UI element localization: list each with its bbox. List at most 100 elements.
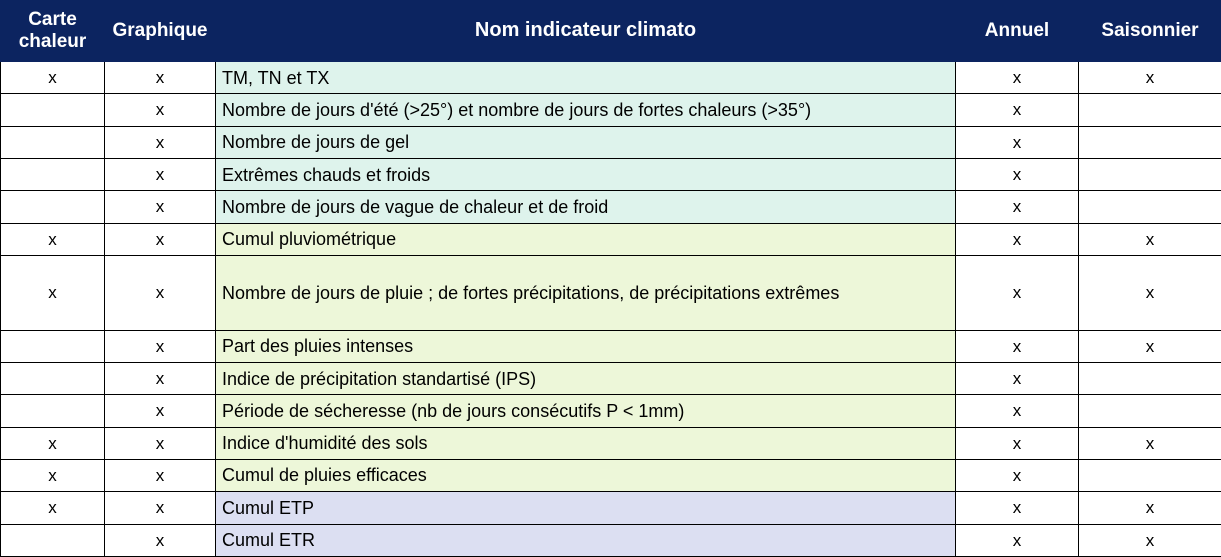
cell-carte-chaleur: x: [0, 254, 105, 331]
cell-annuel: x: [955, 329, 1079, 363]
cell-saisonnier: [1078, 458, 1221, 493]
check-mark-x: x: [155, 336, 165, 356]
table-row: x x Cumul pluviométrique x x: [0, 222, 1221, 256]
header-row: Carte chaleur Graphique Nom indicateur c…: [0, 0, 1221, 62]
cell-nom-indicateur: Indice d'humidité des sols: [215, 426, 956, 460]
check-mark-x: x: [1012, 283, 1022, 303]
cell-carte-chaleur: x: [0, 458, 105, 493]
cell-saisonnier: x: [1078, 222, 1221, 256]
check-mark-x: x: [1145, 530, 1155, 550]
check-mark-x: x: [155, 401, 165, 421]
cell-annuel: x: [955, 190, 1079, 224]
table-row: x Extrêmes chauds et froids x: [0, 157, 1221, 192]
cell-annuel: x: [955, 157, 1079, 192]
cell-nom-indicateur: Cumul ETP: [215, 491, 956, 525]
cell-carte-chaleur: [0, 523, 105, 557]
cell-saisonnier: [1078, 125, 1221, 159]
table-row: x x Cumul de pluies efficaces x: [0, 458, 1221, 493]
table-row: x x Nombre de jours de pluie ; de fortes p…: [0, 254, 1221, 331]
cell-carte-chaleur: [0, 361, 105, 396]
check-mark-x: x: [1145, 68, 1155, 88]
cell-nom-indicateur: Cumul ETR: [215, 523, 956, 557]
cell-saisonnier: x: [1078, 329, 1221, 363]
cell-graphique: x: [104, 254, 216, 331]
check-mark-x: x: [48, 283, 57, 303]
cell-nom-indicateur: Période de sécheresse (nb de jours consé…: [215, 394, 956, 428]
table-body: x x TM, TN et TX x x x Nombre de jours d'été (…: [0, 60, 1221, 557]
cell-nom-indicateur: TM, TN et TX: [215, 60, 956, 95]
cell-carte-chaleur: [0, 157, 105, 192]
cell-annuel: x: [955, 125, 1079, 159]
cell-graphique: x: [104, 157, 216, 192]
check-mark-x: x: [155, 530, 165, 550]
check-mark-x: x: [48, 466, 57, 486]
cell-saisonnier: x: [1078, 254, 1221, 331]
cell-nom-indicateur: Extrêmes chauds et froids: [215, 157, 956, 192]
check-mark-x: x: [48, 498, 57, 518]
cell-annuel: x: [955, 491, 1079, 525]
cell-carte-chaleur: x: [0, 222, 105, 256]
table-row: x x Indice d'humidité des sols x x: [0, 426, 1221, 460]
cell-graphique: x: [104, 93, 216, 127]
cell-carte-chaleur: x: [0, 426, 105, 460]
cell-annuel: x: [955, 254, 1079, 331]
check-mark-x: x: [1012, 229, 1022, 249]
cell-saisonnier: x: [1078, 426, 1221, 460]
table-row: x x TM, TN et TX x x: [0, 60, 1221, 95]
check-mark-x: x: [1012, 197, 1022, 217]
cell-carte-chaleur: [0, 93, 105, 127]
check-mark-x: x: [1145, 229, 1155, 249]
column-header-carte-chaleur-line1: Carte: [28, 8, 77, 30]
cell-annuel: x: [955, 394, 1079, 428]
cell-graphique: x: [104, 60, 216, 95]
cell-graphique: x: [104, 458, 216, 493]
cell-nom-indicateur: Nombre de jours de pluie ; de fortes pré…: [215, 254, 956, 331]
check-mark-x: x: [48, 229, 57, 249]
check-mark-x: x: [1012, 433, 1022, 453]
cell-graphique: x: [104, 125, 216, 159]
table-row: x Cumul ETR x x: [0, 523, 1221, 557]
check-mark-x: x: [1012, 336, 1022, 356]
check-mark-x: x: [155, 283, 165, 303]
check-mark-x: x: [1145, 433, 1155, 453]
cell-nom-indicateur: Indice de précipitation standartisé (IPS…: [215, 361, 956, 396]
cell-graphique: x: [104, 491, 216, 525]
check-mark-x: x: [1012, 530, 1022, 550]
cell-graphique: x: [104, 361, 216, 396]
check-mark-x: x: [155, 165, 165, 185]
cell-nom-indicateur: Cumul pluviométrique: [215, 222, 956, 256]
check-mark-x: x: [155, 197, 165, 217]
cell-saisonnier: x: [1078, 60, 1221, 95]
cell-carte-chaleur: x: [0, 60, 105, 95]
cell-carte-chaleur: x: [0, 491, 105, 525]
check-mark-x: x: [1012, 466, 1022, 486]
cell-annuel: x: [955, 222, 1079, 256]
cell-saisonnier: [1078, 93, 1221, 127]
check-mark-x: x: [1012, 369, 1022, 389]
cell-graphique: x: [104, 190, 216, 224]
check-mark-x: x: [48, 68, 57, 88]
check-mark-x: x: [1012, 68, 1022, 88]
column-header-saisonnier: Saisonnier: [1078, 0, 1221, 62]
column-header-carte-chaleur: Carte chaleur: [0, 0, 105, 62]
cell-carte-chaleur: [0, 394, 105, 428]
check-mark-x: x: [48, 433, 57, 453]
check-mark-x: x: [155, 498, 165, 518]
table-row: x Nombre de jours de gel x: [0, 125, 1221, 159]
check-mark-x: x: [1012, 132, 1022, 152]
cell-graphique: x: [104, 329, 216, 363]
check-mark-x: x: [1145, 498, 1155, 518]
column-header-graphique: Graphique: [104, 0, 216, 62]
table-row: x Nombre de jours de vague de chaleur et …: [0, 190, 1221, 224]
cell-annuel: x: [955, 523, 1079, 557]
table-row: x Part des pluies intenses x x: [0, 329, 1221, 363]
cell-carte-chaleur: [0, 190, 105, 224]
check-mark-x: x: [1012, 498, 1022, 518]
cell-annuel: x: [955, 426, 1079, 460]
check-mark-x: x: [155, 433, 165, 453]
table-row: x Indice de précipitation standartisé (IP…: [0, 361, 1221, 396]
cell-nom-indicateur: Nombre de jours de vague de chaleur et d…: [215, 190, 956, 224]
cell-saisonnier: x: [1078, 491, 1221, 525]
cell-carte-chaleur: [0, 125, 105, 159]
